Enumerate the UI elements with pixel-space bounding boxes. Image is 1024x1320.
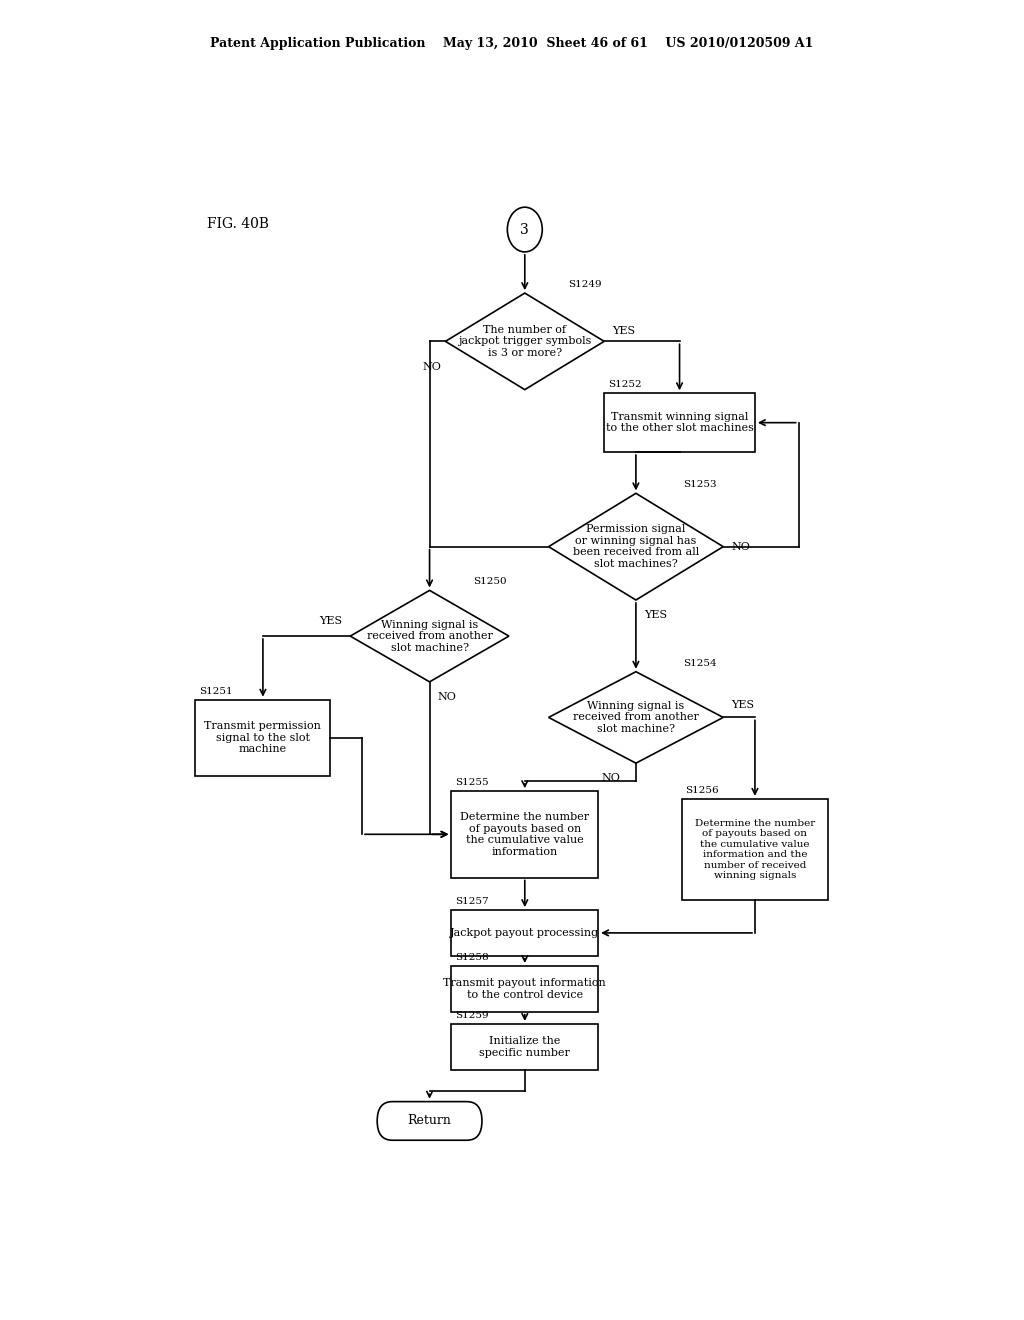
Text: YES: YES — [612, 326, 635, 337]
Text: YES: YES — [319, 616, 342, 626]
Text: YES: YES — [644, 610, 667, 620]
Text: S1256: S1256 — [685, 785, 719, 795]
Text: Winning signal is
received from another
slot machine?: Winning signal is received from another … — [367, 619, 493, 652]
Text: Transmit payout information
to the control device: Transmit payout information to the contr… — [443, 978, 606, 999]
Text: Patent Application Publication    May 13, 2010  Sheet 46 of 61    US 2010/012050: Patent Application Publication May 13, 2… — [210, 37, 814, 50]
Text: S1254: S1254 — [683, 659, 717, 668]
Text: Determine the number
of payouts based on
the cumulative value
information: Determine the number of payouts based on… — [460, 812, 590, 857]
Text: Transmit winning signal
to the other slot machines: Transmit winning signal to the other slo… — [605, 412, 754, 433]
Text: S1257: S1257 — [456, 898, 489, 906]
Bar — [196, 700, 331, 776]
Text: Transmit permission
signal to the slot
machine: Transmit permission signal to the slot m… — [205, 721, 322, 754]
Text: Jackpot payout processing: Jackpot payout processing — [451, 928, 599, 939]
Text: Determine the number
of payouts based on
the cumulative value
information and th: Determine the number of payouts based on… — [695, 818, 815, 880]
Text: S1251: S1251 — [200, 686, 233, 696]
Text: NO: NO — [437, 692, 457, 702]
Text: S1249: S1249 — [568, 280, 602, 289]
Text: S1250: S1250 — [473, 577, 507, 586]
Bar — [452, 1024, 598, 1069]
Bar — [452, 791, 598, 878]
Text: YES: YES — [731, 700, 755, 710]
Text: NO: NO — [731, 541, 750, 552]
Text: The number of
jackpot trigger symbols
is 3 or more?: The number of jackpot trigger symbols is… — [458, 325, 592, 358]
Text: Initialize the
specific number: Initialize the specific number — [479, 1036, 570, 1057]
Text: 3: 3 — [520, 223, 529, 236]
Text: S1252: S1252 — [608, 380, 642, 389]
Text: Winning signal is
received from another
slot machine?: Winning signal is received from another … — [573, 701, 698, 734]
Bar — [682, 799, 828, 900]
Text: S1259: S1259 — [456, 1011, 489, 1020]
Text: S1258: S1258 — [456, 953, 489, 962]
Text: NO: NO — [601, 774, 620, 783]
Bar — [452, 966, 598, 1011]
Text: Permission signal
or winning signal has
been received from all
slot machines?: Permission signal or winning signal has … — [572, 524, 699, 569]
Text: S1253: S1253 — [683, 480, 717, 490]
Text: NO: NO — [423, 362, 441, 372]
Text: FIG. 40B: FIG. 40B — [207, 218, 269, 231]
Text: Return: Return — [408, 1114, 452, 1127]
Bar — [452, 909, 598, 956]
Text: S1255: S1255 — [456, 777, 489, 787]
Bar — [604, 393, 755, 453]
